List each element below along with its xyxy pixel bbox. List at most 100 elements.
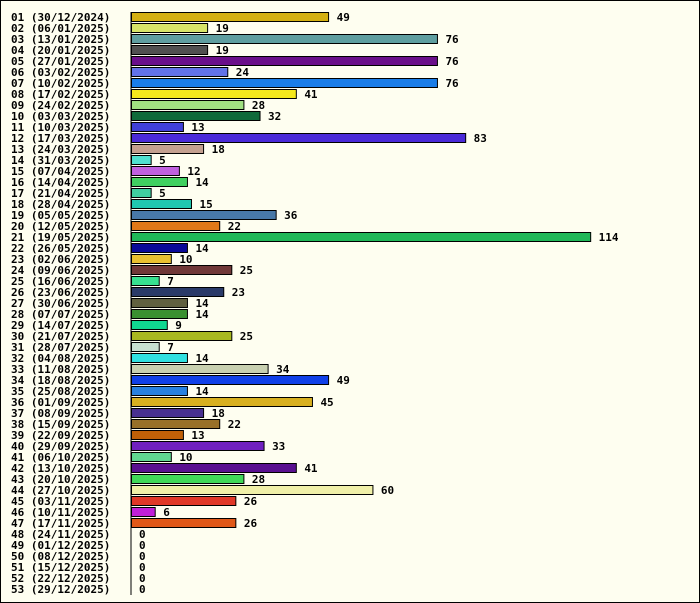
bar bbox=[131, 177, 188, 187]
category-label: 09 (24/02/2025) bbox=[11, 99, 110, 112]
bar bbox=[131, 452, 172, 462]
bar bbox=[131, 166, 180, 176]
category-label: 06 (03/02/2025) bbox=[11, 66, 110, 79]
bar bbox=[131, 331, 233, 341]
value-label: 0 bbox=[139, 572, 146, 585]
bar bbox=[131, 485, 374, 495]
category-label: 04 (20/01/2025) bbox=[11, 44, 110, 57]
bar bbox=[131, 320, 168, 330]
value-label: 26 bbox=[244, 517, 258, 530]
value-label: 5 bbox=[159, 187, 166, 200]
category-label: 08 (17/02/2025) bbox=[11, 88, 110, 101]
value-label: 34 bbox=[276, 363, 290, 376]
category-label: 50 (08/12/2025) bbox=[11, 550, 110, 563]
bar bbox=[131, 188, 152, 198]
value-label: 10 bbox=[179, 253, 192, 266]
value-label: 28 bbox=[252, 473, 265, 486]
value-label: 14 bbox=[195, 297, 209, 310]
category-label: 15 (07/04/2025) bbox=[11, 165, 110, 178]
value-label: 10 bbox=[179, 451, 192, 464]
value-label: 0 bbox=[139, 550, 146, 563]
value-label: 14 bbox=[195, 385, 209, 398]
category-label: 31 (28/07/2025) bbox=[11, 341, 110, 354]
value-label: 76 bbox=[445, 33, 459, 46]
category-label: 17 (21/04/2025) bbox=[11, 187, 110, 200]
bar bbox=[131, 309, 188, 319]
category-label: 37 (08/09/2025) bbox=[11, 407, 110, 420]
bar bbox=[131, 45, 209, 55]
category-label: 35 (25/08/2025) bbox=[11, 385, 110, 398]
value-label: 14 bbox=[195, 308, 209, 321]
category-label: 19 (05/05/2025) bbox=[11, 209, 110, 222]
bar bbox=[131, 210, 277, 220]
category-label: 49 (01/12/2025) bbox=[11, 539, 110, 552]
bar bbox=[131, 265, 233, 275]
category-label: 51 (15/12/2025) bbox=[11, 561, 110, 574]
value-label: 6 bbox=[163, 506, 170, 519]
category-label: 25 (16/06/2025) bbox=[11, 275, 110, 288]
bar bbox=[131, 243, 188, 253]
value-label: 26 bbox=[244, 495, 258, 508]
bar bbox=[131, 111, 261, 121]
value-label: 76 bbox=[445, 77, 459, 90]
category-label: 10 (03/03/2025) bbox=[11, 110, 110, 123]
value-label: 25 bbox=[240, 330, 253, 343]
value-label: 14 bbox=[195, 176, 209, 189]
value-label: 45 bbox=[320, 396, 333, 409]
bar bbox=[131, 507, 156, 517]
category-label: 13 (24/03/2025) bbox=[11, 143, 110, 156]
bar bbox=[131, 463, 297, 473]
bar bbox=[131, 430, 184, 440]
category-label: 47 (17/11/2025) bbox=[11, 517, 110, 530]
category-label: 33 (11/08/2025) bbox=[11, 363, 110, 376]
value-label: 41 bbox=[304, 462, 318, 475]
value-label: 41 bbox=[304, 88, 318, 101]
value-label: 114 bbox=[599, 231, 619, 244]
value-label: 36 bbox=[284, 209, 298, 222]
value-label: 19 bbox=[216, 44, 229, 57]
bar bbox=[131, 419, 221, 429]
bar bbox=[131, 144, 205, 154]
value-label: 22 bbox=[228, 220, 241, 233]
value-label: 15 bbox=[199, 198, 212, 211]
bar bbox=[131, 474, 245, 484]
category-label: 23 (02/06/2025) bbox=[11, 253, 110, 266]
category-label: 03 (13/01/2025) bbox=[11, 33, 110, 46]
value-label: 0 bbox=[139, 528, 146, 541]
category-label: 16 (14/04/2025) bbox=[11, 176, 110, 189]
bar bbox=[131, 12, 330, 22]
category-label: 43 (20/10/2025) bbox=[11, 473, 110, 486]
value-label: 24 bbox=[236, 66, 250, 79]
value-label: 49 bbox=[337, 374, 350, 387]
category-label: 36 (01/09/2025) bbox=[11, 396, 110, 409]
category-label: 26 (23/06/2025) bbox=[11, 286, 110, 299]
bar bbox=[131, 518, 237, 528]
value-label: 18 bbox=[212, 143, 225, 156]
category-label: 29 (14/07/2025) bbox=[11, 319, 110, 332]
bar bbox=[131, 122, 184, 132]
category-label: 02 (06/01/2025) bbox=[11, 22, 110, 35]
category-label: 27 (30/06/2025) bbox=[11, 297, 110, 310]
category-label: 46 (10/11/2025) bbox=[11, 506, 110, 519]
value-label: 18 bbox=[212, 407, 225, 420]
value-label: 5 bbox=[159, 154, 166, 167]
bar bbox=[131, 353, 188, 363]
category-label: 30 (21/07/2025) bbox=[11, 330, 110, 343]
category-label: 21 (19/05/2025) bbox=[11, 231, 110, 244]
category-label: 12 (17/03/2025) bbox=[11, 132, 110, 145]
value-label: 13 bbox=[191, 121, 204, 134]
value-label: 9 bbox=[175, 319, 182, 332]
bar bbox=[131, 342, 160, 352]
bar bbox=[131, 67, 229, 77]
category-label: 48 (24/11/2025) bbox=[11, 528, 110, 541]
bar bbox=[131, 364, 269, 374]
category-label: 24 (09/06/2025) bbox=[11, 264, 110, 277]
category-label: 18 (28/04/2025) bbox=[11, 198, 110, 211]
value-label: 25 bbox=[240, 264, 253, 277]
bar bbox=[131, 287, 225, 297]
bar bbox=[131, 89, 297, 99]
category-label: 40 (29/09/2025) bbox=[11, 440, 110, 453]
value-label: 14 bbox=[195, 242, 209, 255]
